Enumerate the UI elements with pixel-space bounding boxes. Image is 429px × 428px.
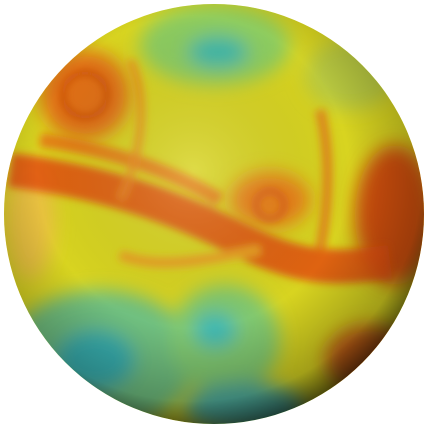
page (0, 0, 429, 428)
surface (0, 0, 429, 428)
sphere-render (0, 0, 429, 428)
shading (4, 4, 424, 424)
